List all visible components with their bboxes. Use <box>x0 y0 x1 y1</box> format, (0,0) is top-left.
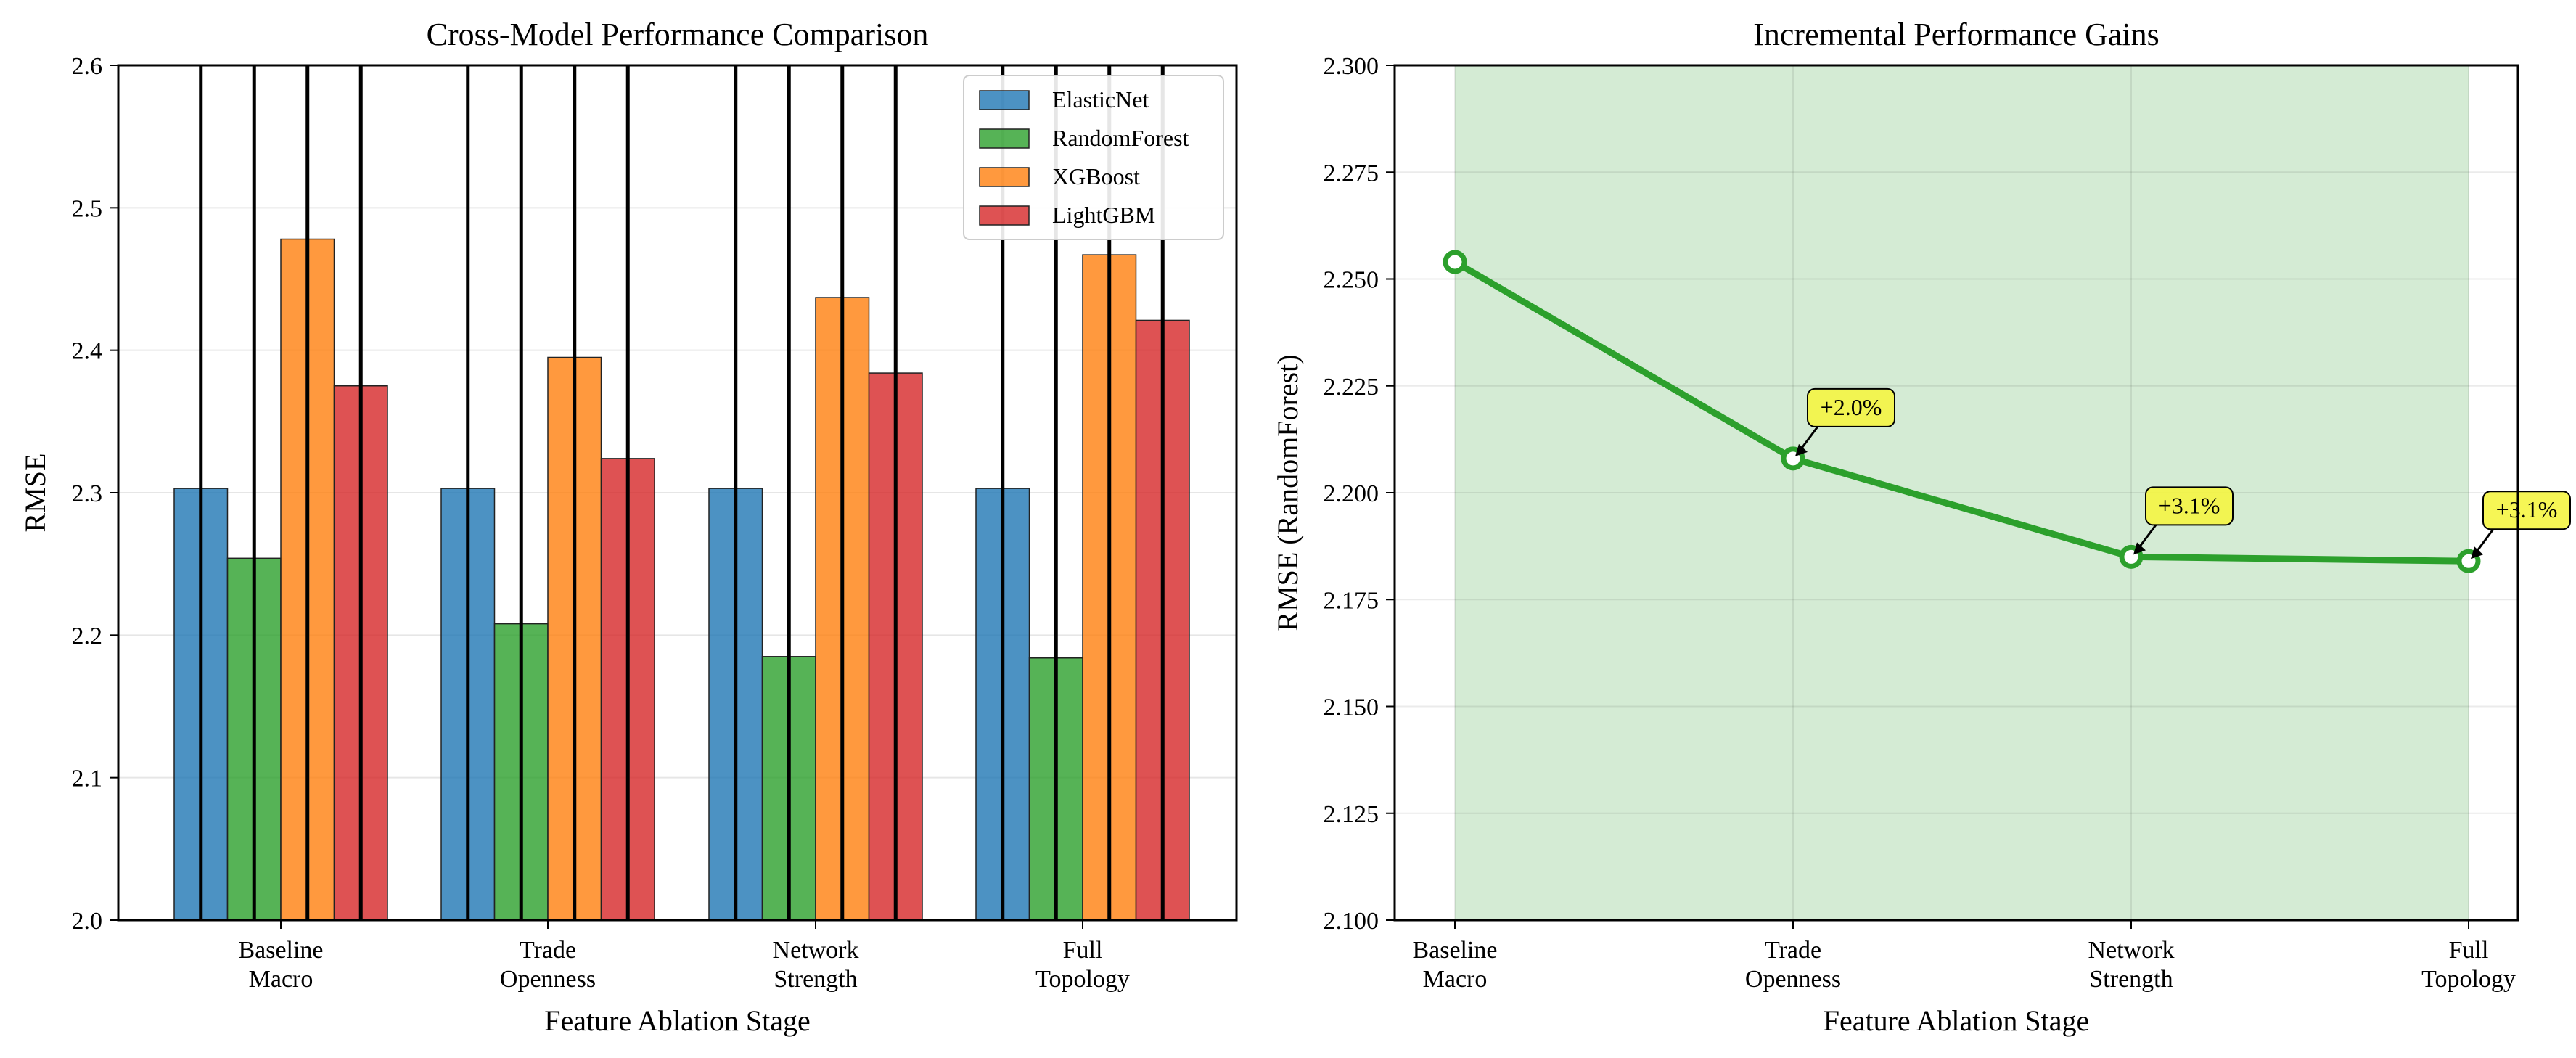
y-axis-label: RMSE (RandomForest) <box>1271 354 1304 631</box>
y-tick-label: 2.4 <box>72 338 103 365</box>
chart-title: Cross-Model Performance Comparison <box>427 17 929 52</box>
x-tick-label: Openness <box>500 966 596 993</box>
y-tick-label: 2.250 <box>1324 267 1379 294</box>
x-tick-label: Topology <box>1035 966 1130 993</box>
annotation-arrowhead <box>2133 542 2146 555</box>
annotation-arrowhead <box>1795 443 1808 456</box>
x-tick-label: Macro <box>249 966 313 993</box>
x-tick-label: Topology <box>2421 966 2516 993</box>
y-tick-label: 2.275 <box>1324 160 1379 186</box>
y-tick-label: 2.3 <box>72 480 103 507</box>
x-tick-label: Trade <box>1765 937 1821 964</box>
annotation-1: +2.0% <box>1795 387 1895 456</box>
y-tick-label: 2.5 <box>72 195 103 222</box>
annotation-label: +2.0% <box>1821 394 1882 420</box>
legend-label-randomforest: RandomForest <box>1052 125 1189 151</box>
x-tick-label: Strength <box>774 966 857 993</box>
chart-title: Incremental Performance Gains <box>1753 17 2159 52</box>
annotation-label: +3.1% <box>2496 496 2558 522</box>
x-tick-label: Network <box>773 937 859 964</box>
legend-swatch-lightgbm <box>979 205 1030 226</box>
y-tick-label: 2.0 <box>72 908 103 935</box>
legend-label-lightgbm: LightGBM <box>1052 202 1155 228</box>
annotation-box <box>2145 486 2234 526</box>
legend-swatch-elasticnet <box>979 90 1030 110</box>
x-tick-label: Baseline <box>238 937 323 964</box>
annotation-label: +3.1% <box>2159 492 2220 518</box>
data-point-0 <box>1443 250 1467 274</box>
y-tick-label: 2.150 <box>1324 694 1379 721</box>
y-axis-label: RMSE <box>19 454 52 533</box>
y-tick-label: 2.225 <box>1324 374 1379 401</box>
plot-frame <box>1393 64 2519 922</box>
x-tick-label: Full <box>1063 937 1103 964</box>
y-tick-label: 2.6 <box>72 53 103 80</box>
y-tick-label: 2.2 <box>72 623 103 649</box>
x-tick-label: Network <box>2088 937 2175 964</box>
x-tick-label: Baseline <box>1412 937 1497 964</box>
legend-swatch-randomforest <box>979 128 1030 149</box>
x-tick-label: Strength <box>2089 966 2173 993</box>
y-tick-label: 2.125 <box>1324 801 1379 828</box>
annotation-3: +3.1% <box>2471 491 2571 559</box>
x-tick-label: Full <box>2449 937 2489 964</box>
legend: ElasticNet RandomForest XGBoost LightGBM <box>963 75 1224 240</box>
annotation-box <box>1807 387 1895 427</box>
line-chart-incremental-gains: 2.100 2.125 2.150 2.175 2.200 2.225 2.250 2.275… <box>1271 17 2571 1037</box>
x-tick-label: Openness <box>1745 966 1841 993</box>
annotation-2: +3.1% <box>2133 486 2234 555</box>
plot-frame <box>117 64 1238 922</box>
x-axis-label: Feature Ablation Stage <box>544 1004 811 1037</box>
y-tick-label: 2.175 <box>1324 587 1379 614</box>
x-tick-label: Trade <box>520 937 576 964</box>
rmse-line <box>1451 258 2472 565</box>
annotation-arrowhead <box>2471 546 2483 559</box>
legend-label-xgboost: XGBoost <box>1052 163 1140 189</box>
shaded-region <box>1455 65 2469 920</box>
x-tick-label: Macro <box>1423 966 1488 993</box>
legend-swatch-xgboost <box>979 167 1030 187</box>
x-axis-label: Feature Ablation Stage <box>1824 1004 2090 1037</box>
y-tick-label: 2.100 <box>1324 908 1379 935</box>
y-tick-label: 2.200 <box>1324 480 1379 507</box>
annotation-box <box>2482 491 2571 530</box>
y-tick-label: 2.1 <box>72 766 103 792</box>
legend-label-elasticnet: ElasticNet <box>1052 86 1149 112</box>
y-tick-label: 2.300 <box>1324 53 1379 80</box>
legend-box <box>963 75 1224 240</box>
